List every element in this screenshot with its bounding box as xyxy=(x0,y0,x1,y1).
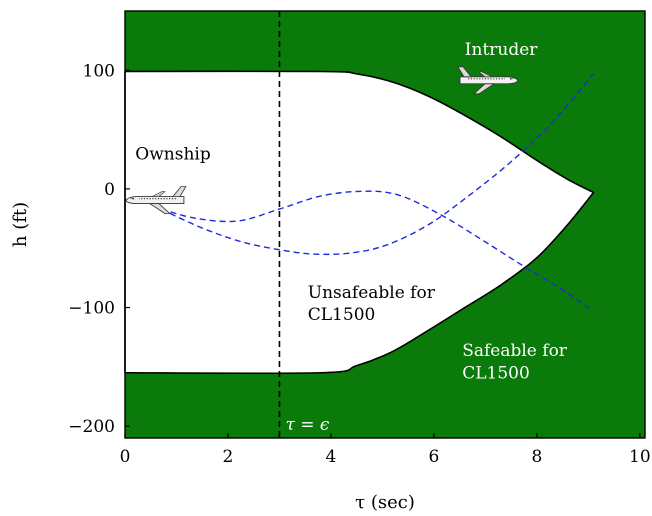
safeable-label-line: Safeable for xyxy=(462,341,568,361)
trajectory-2 xyxy=(160,73,595,256)
unsafeable-label: Unsafeable for CL1500 xyxy=(308,283,436,325)
trajectory-1 xyxy=(160,190,594,312)
unsafeable-label-line: Unsafeable for xyxy=(308,283,436,303)
safeable-label-line: CL1500 xyxy=(462,363,530,383)
x-tick-label: 10 xyxy=(629,447,651,467)
plot-frame xyxy=(124,10,646,439)
y-axis: 100 0 −100 −200 xyxy=(68,61,130,437)
y-tick-label: −200 xyxy=(68,417,115,437)
ownship-label: Ownship xyxy=(135,144,211,164)
epsilon-label: τ = ϵ xyxy=(285,415,329,435)
y-tick-label: −100 xyxy=(68,299,115,319)
x-tick-label: 6 xyxy=(428,447,439,467)
x-tick-label: 4 xyxy=(326,447,337,467)
x-axis: 0 2 4 6 8 10 xyxy=(120,433,651,467)
x-tick-label: 8 xyxy=(531,447,542,467)
unsafeable-label-line: CL1500 xyxy=(308,305,376,325)
x-axis-label: τ (sec) xyxy=(355,492,415,513)
y-tick-label: 0 xyxy=(104,180,115,200)
y-axis-label: h (ft) xyxy=(10,202,31,247)
y-tick-label: 100 xyxy=(83,61,115,81)
intruder-label: Intruder xyxy=(465,40,539,60)
unsafeable-region xyxy=(124,70,595,375)
safeable-label: Safeable for CL1500 xyxy=(462,341,568,383)
x-tick-label: 0 xyxy=(120,447,131,467)
x-tick-label: 2 xyxy=(223,447,234,467)
